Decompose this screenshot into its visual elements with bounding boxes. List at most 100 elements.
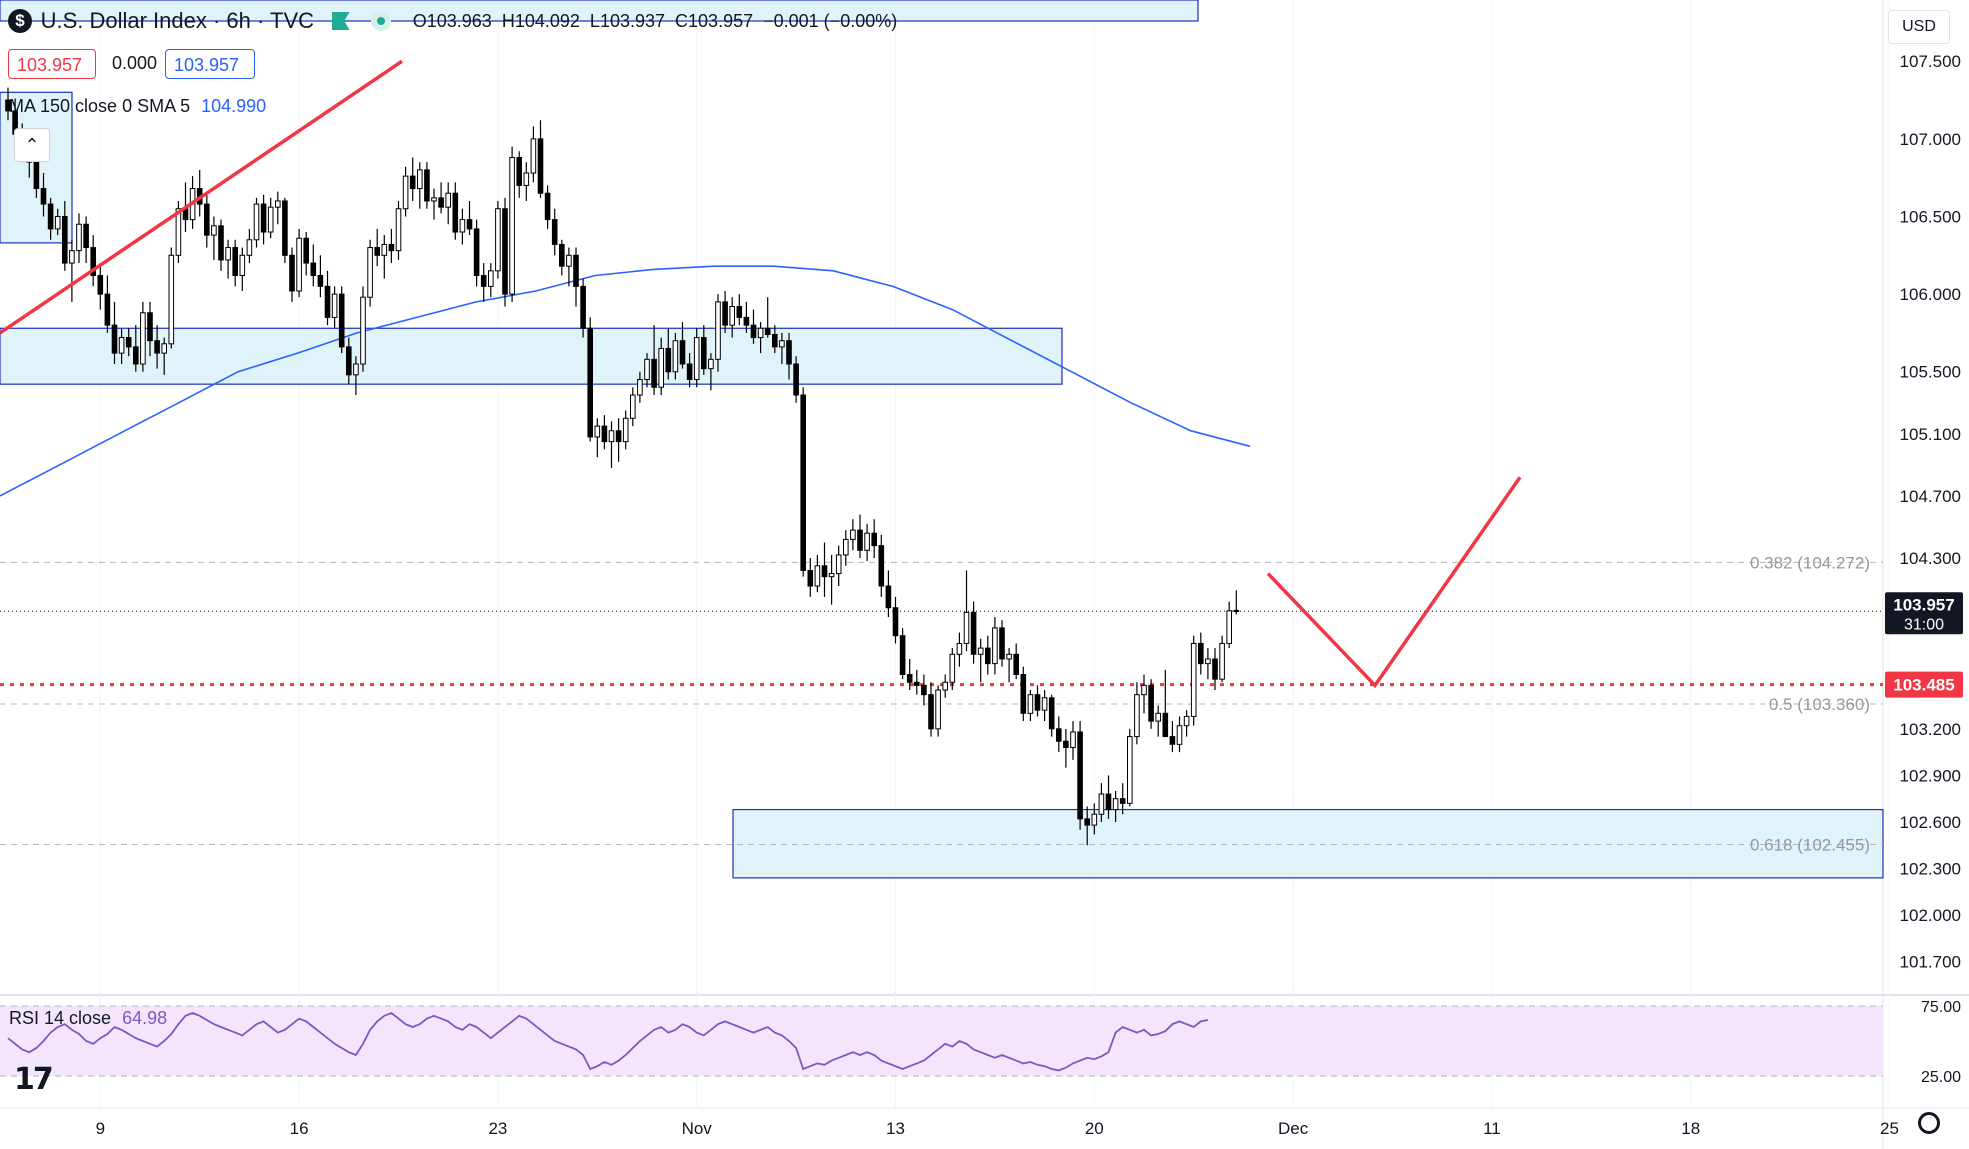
fib-level-label: 0.618 (102.455) bbox=[1750, 835, 1870, 854]
time-axis-label: 18 bbox=[1681, 1119, 1700, 1138]
candle-body bbox=[1205, 658, 1211, 665]
candle-body bbox=[62, 215, 68, 264]
candle-body bbox=[33, 161, 40, 190]
candle-body bbox=[211, 225, 217, 236]
candle bbox=[658, 337, 665, 396]
candle-body bbox=[310, 262, 317, 276]
candle-body bbox=[1212, 658, 1218, 680]
candle bbox=[218, 219, 224, 271]
candle-body bbox=[480, 274, 487, 287]
candle-body bbox=[246, 239, 253, 256]
candle-body bbox=[1063, 740, 1069, 748]
candle-body bbox=[267, 206, 274, 233]
candle bbox=[928, 682, 934, 737]
candle bbox=[708, 353, 714, 391]
price-axis-label: 102.600 bbox=[1900, 813, 1961, 832]
candle bbox=[1212, 648, 1218, 691]
candle bbox=[828, 554, 835, 605]
candle bbox=[999, 620, 1005, 667]
currency-selector[interactable]: USD bbox=[1888, 10, 1950, 44]
candle bbox=[537, 120, 544, 198]
rsi-band bbox=[0, 1006, 1883, 1076]
price-axis-label: 107.500 bbox=[1900, 52, 1961, 71]
candle-body bbox=[793, 363, 799, 396]
candle-body bbox=[360, 296, 366, 365]
candle bbox=[559, 239, 565, 276]
candle-body bbox=[97, 274, 104, 295]
settings-gear-icon[interactable] bbox=[1918, 1112, 1940, 1134]
candle-body bbox=[402, 175, 409, 210]
candle bbox=[921, 674, 927, 706]
candle-body bbox=[651, 358, 657, 388]
candle-body bbox=[445, 192, 451, 208]
candle-body bbox=[40, 188, 47, 205]
candle bbox=[388, 228, 395, 264]
candle-body bbox=[857, 529, 863, 551]
time-axis-label: Dec bbox=[1278, 1119, 1309, 1138]
candle bbox=[1176, 716, 1183, 753]
candle bbox=[1162, 669, 1169, 738]
price-axis-label: 105.100 bbox=[1900, 425, 1961, 444]
candle-body bbox=[133, 346, 139, 365]
candle-body bbox=[225, 247, 231, 261]
candle bbox=[1112, 790, 1119, 822]
candle bbox=[331, 286, 338, 329]
fib-level-label: 0.5 (103.360) bbox=[1769, 695, 1870, 714]
candle-body bbox=[516, 156, 523, 186]
candle-body bbox=[1226, 610, 1233, 644]
candle-body bbox=[395, 208, 402, 252]
candle-body bbox=[544, 192, 551, 221]
candle bbox=[672, 332, 679, 380]
rsi-legend[interactable]: RSI 14 close 64.98 bbox=[9, 1008, 167, 1029]
bid-box[interactable]: 103.957 bbox=[8, 49, 96, 79]
candle-body bbox=[1034, 694, 1041, 711]
candle bbox=[466, 200, 473, 236]
candle-body bbox=[175, 208, 182, 256]
candle bbox=[622, 410, 629, 450]
current-price-countdown: 31:00 bbox=[1904, 616, 1944, 633]
candle-body bbox=[828, 573, 835, 578]
candle bbox=[850, 519, 856, 551]
candle bbox=[1155, 705, 1162, 737]
flag-icon[interactable] bbox=[331, 12, 350, 30]
candle bbox=[417, 162, 423, 209]
candle bbox=[502, 197, 508, 307]
candle bbox=[1063, 728, 1069, 768]
symbol-header[interactable]: $ U.S. Dollar Index · 6h · TVC O103.963 … bbox=[8, 8, 897, 34]
candle bbox=[985, 635, 991, 675]
candle bbox=[480, 263, 487, 302]
candle-body bbox=[466, 219, 473, 230]
candle bbox=[509, 146, 515, 302]
candle-body bbox=[140, 312, 146, 365]
ma-legend[interactable]: MA 150 close 0 SMA 5 104.990 bbox=[9, 96, 266, 117]
rsi-axis-label: 25.00 bbox=[1921, 1069, 1961, 1086]
collapse-button[interactable]: ⌃ bbox=[14, 128, 50, 162]
candle-body bbox=[1233, 609, 1240, 613]
candle bbox=[665, 328, 672, 380]
tradingview-logo[interactable]: 17 bbox=[14, 1062, 54, 1097]
candle-body bbox=[559, 243, 565, 267]
candle bbox=[679, 322, 686, 369]
candle-body bbox=[551, 219, 558, 245]
candle bbox=[346, 337, 352, 385]
candle bbox=[729, 297, 736, 338]
candle bbox=[914, 669, 920, 695]
candle bbox=[374, 228, 380, 267]
candle-body bbox=[686, 363, 693, 381]
candle-body bbox=[701, 337, 707, 370]
candle-body bbox=[1141, 684, 1147, 696]
candle-body bbox=[665, 347, 672, 373]
candle bbox=[239, 247, 246, 292]
candle-body bbox=[850, 529, 856, 540]
candle-body bbox=[147, 312, 153, 342]
candle-body bbox=[985, 647, 991, 665]
candle bbox=[1127, 728, 1133, 807]
candle bbox=[757, 322, 764, 354]
candle-body bbox=[502, 208, 508, 295]
candle bbox=[140, 301, 146, 372]
candle bbox=[1233, 590, 1240, 615]
ask-box[interactable]: 103.957 bbox=[165, 49, 255, 79]
candle-body bbox=[1041, 697, 1048, 711]
candle bbox=[963, 570, 970, 652]
